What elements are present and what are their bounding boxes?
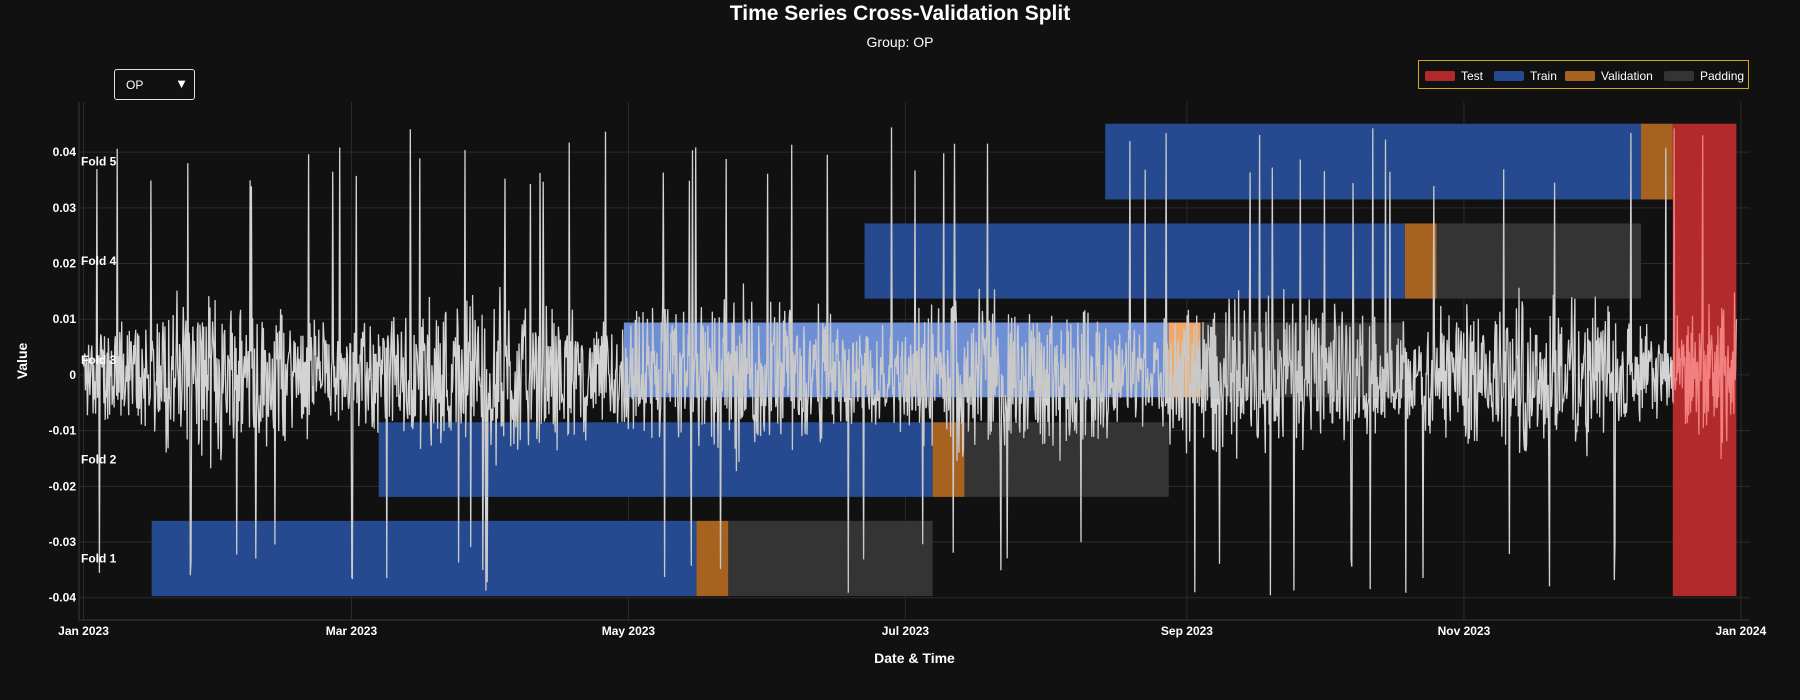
legend-swatch-test [1425,71,1455,81]
group-dropdown-value: OP [126,78,144,92]
fold-label: Fold 1 [81,551,117,565]
fold-1-validation-band [696,520,729,597]
fold-1-train-band [151,520,697,597]
y-tick-label: -0.01 [49,424,77,438]
fold-5-validation-band [1641,123,1673,200]
y-axis-title: Value [14,343,30,380]
y-tick-label: 0 [69,368,76,382]
legend-label-validation: Validation [1601,69,1653,83]
fold-1-padding-band [728,520,933,597]
fold-label: Fold 4 [81,254,117,268]
y-tick-label: 0.01 [53,312,77,326]
y-tick-label: -0.02 [49,479,77,493]
x-tick-label: Jul 2023 [882,624,930,638]
x-tick-label: Mar 2023 [326,624,378,638]
fold-label: Fold 2 [81,453,117,467]
legend-label-train: Train [1530,69,1557,83]
fold-3-train-series-overlay [623,322,1169,398]
y-tick-label: 0.02 [53,257,77,271]
y-tick-label: 0.03 [53,201,77,215]
fold-4-padding-band [1436,223,1642,299]
fold-4-validation-band [1404,223,1437,299]
x-tick-label: Jan 2024 [1716,624,1767,638]
legend: Test Train Validation Padding [1418,60,1749,89]
chart-subtitle: Group: OP [866,34,934,50]
legend-swatch-padding [1664,71,1694,81]
x-tick-label: Nov 2023 [1438,624,1491,638]
legend-label-padding: Padding [1700,69,1745,83]
chart-title: Time Series Cross-Validation Split [729,2,1071,25]
group-dropdown[interactable]: OP ▼ [114,69,195,100]
x-tick-label: May 2023 [602,624,656,638]
x-axis-title: Date & Time [874,650,955,666]
y-tick-label: -0.03 [49,535,77,549]
x-tick-label: Sep 2023 [1161,624,1213,638]
y-tick-label: -0.04 [49,591,77,605]
x-tick-label: Jan 2023 [58,624,109,638]
legend-swatch-train [1494,71,1524,81]
fold-label: Fold 3 [81,353,117,367]
fold-2-train-band [378,422,933,497]
fold-label: Fold 5 [81,155,117,169]
legend-swatch-validation [1565,71,1595,81]
legend-label-test: Test [1461,69,1484,83]
chevron-down-icon: ▼ [175,76,188,91]
y-tick-label: 0.04 [53,145,77,159]
